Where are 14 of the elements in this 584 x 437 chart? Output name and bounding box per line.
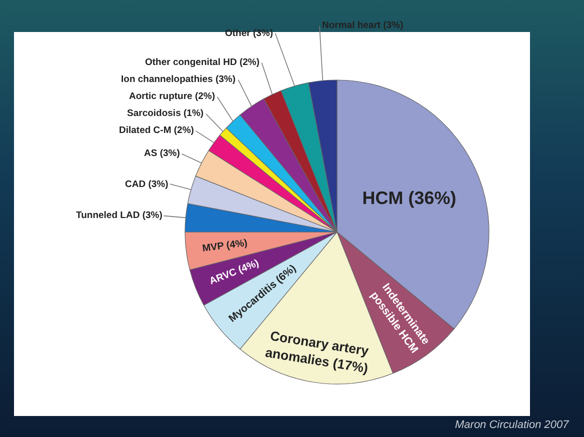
slice-label: Other congenital HD (2%) [145, 57, 260, 68]
slice-label: ARVC (4%) [208, 258, 261, 288]
slice-label: MVP (4%) [202, 238, 248, 254]
slice-label: HCM (36%) [362, 188, 456, 208]
slice-label: AS (3%) [144, 148, 180, 159]
slice-label: Sarcoidosis (1%) [127, 108, 204, 119]
slice-label: CAD (3%) [125, 179, 168, 190]
slice-label: Ion channelopathies (3%) [121, 74, 236, 85]
slice-label: Tunneled LAD (3%) [76, 210, 162, 221]
slice-label: Dilated C-M (2%) [119, 125, 194, 136]
slice-label: Normal heart (3%) [322, 20, 404, 31]
slice-label: Coronary artery anomalies (17%) [264, 328, 370, 376]
text: Maron Circulation 2007 [455, 419, 570, 431]
slice-label: Aortic rupture (2%) [129, 91, 216, 102]
